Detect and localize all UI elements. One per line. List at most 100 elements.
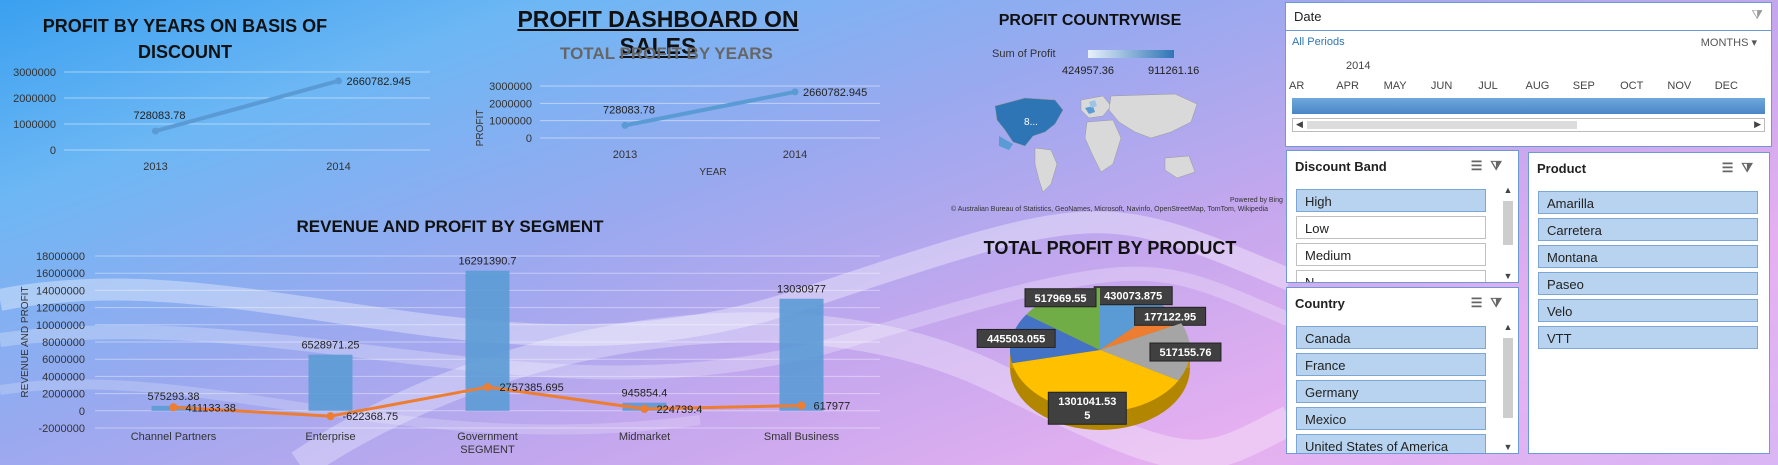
pie-data-label: 1301041.53 (1058, 396, 1116, 408)
country-slicer-header: Country ☰⧩ (1287, 288, 1518, 322)
bar-data-label: 945854.4 (622, 388, 668, 400)
y-tick-label: 2000000 (42, 389, 85, 401)
scroll-right-icon[interactable]: ▶ (1754, 119, 1761, 129)
pie-data-label: 5 (1084, 410, 1090, 422)
timeline-scrollbar[interactable]: ◀ ▶ (1292, 118, 1765, 132)
slicer-item[interactable]: Carretera (1538, 218, 1758, 241)
profit-data-label: 2757385.695 (500, 382, 564, 394)
scroll-up-icon[interactable]: ▲ (1503, 322, 1513, 332)
y-tick-label: 1000000 (489, 116, 532, 128)
timeline-month-label[interactable]: JUL (1478, 80, 1498, 92)
clear-filter-icon[interactable]: ⧩ (1490, 158, 1510, 173)
x-tick-label: Midmarket (619, 431, 670, 443)
country-scrollbar[interactable]: ▲ ▼ (1501, 322, 1515, 452)
timeline-bar[interactable] (1292, 98, 1765, 114)
y-tick-label: 4000000 (42, 371, 85, 383)
y-tick-label: 2000000 (13, 93, 56, 105)
slicer-item[interactable]: Velo (1538, 299, 1758, 322)
map-legend-gradient (1088, 50, 1174, 58)
pie-label-box (976, 328, 1056, 348)
product-slicer-header: Product ☰⧩ (1529, 153, 1769, 187)
timeline-month-label[interactable]: JUN (1430, 80, 1453, 92)
slicer-item[interactable]: Mexico (1296, 407, 1486, 430)
discount-chart-title: PROFIT BY YEARS ON BASIS OF DISCOUNT (42, 16, 328, 62)
slicer-item[interactable]: VTT (1538, 326, 1758, 349)
revenue-bar (779, 298, 824, 411)
timeline-month-label[interactable]: APR (1336, 80, 1359, 92)
slicer-item[interactable]: N (1296, 270, 1486, 282)
map-credits: © Australian Bureau of Statistics, GeoNa… (951, 206, 1269, 213)
multi-select-icon[interactable]: ☰ (1721, 160, 1742, 175)
world-map (994, 93, 1198, 193)
pie-data-label: 445503.055 (987, 333, 1045, 345)
x-tick-label: Small Business (764, 431, 840, 443)
slicer-item[interactable]: Amarilla (1538, 191, 1758, 214)
timeline-month-label[interactable]: MAY (1383, 80, 1407, 92)
timeline-month-label[interactable]: AR (1289, 80, 1305, 92)
slicer-item[interactable]: Medium (1296, 243, 1486, 266)
timeline-month-label[interactable]: OCT (1620, 80, 1644, 92)
clear-filter-icon[interactable]: ⧩ (1751, 7, 1763, 22)
y-tick-label: 12000000 (36, 303, 85, 315)
country-items: Canada France Germany Mexico United States o… (1287, 326, 1518, 453)
pie-slice (1100, 323, 1190, 381)
date-timeline-slicer[interactable]: Date ⧩ All Periods MONTHS ▾ 2014 AR APR MA… (1285, 2, 1772, 147)
discount-band-slicer[interactable]: Discount Band ☰⧩ High Low Medium N ▲ ▼ (1286, 150, 1519, 283)
multi-select-icon[interactable]: ☰ (1470, 295, 1491, 310)
profit-point (326, 412, 335, 421)
series-line (153, 78, 341, 134)
country-slicer[interactable]: Country ☰⧩ Canada France Germany Mexico Unit… (1286, 287, 1519, 454)
data-point (152, 127, 159, 135)
bar-data-label: 13030977 (777, 284, 826, 296)
slicer-item[interactable]: High (1296, 189, 1486, 212)
scroll-thumb[interactable] (1503, 201, 1513, 245)
series-line (623, 89, 797, 128)
multi-select-icon[interactable]: ☰ (1470, 158, 1491, 173)
y-tick-label: 8000000 (42, 337, 85, 349)
y-axis-title: PROFIT (475, 110, 486, 147)
time-level-dropdown[interactable]: MONTHS ▾ (1701, 36, 1757, 49)
y-axis-title: REVENUE AND PROFIT (20, 286, 31, 397)
timeline-month-label[interactable]: DEC (1714, 80, 1738, 92)
timeline-month-label[interactable]: SEP (1572, 80, 1595, 92)
y-tick-label: 3000000 (489, 81, 532, 93)
discount-scrollbar[interactable]: ▲ ▼ (1501, 185, 1515, 281)
profit-point (169, 403, 178, 412)
scroll-down-icon[interactable]: ▼ (1503, 271, 1513, 281)
slicer-item[interactable]: France (1296, 353, 1486, 376)
scroll-left-icon[interactable]: ◀ (1296, 119, 1303, 129)
y-tick-label: 6000000 (42, 354, 85, 366)
product-pie-chart: 430073.875 177122.95 517155.76 1301041.53 5 4… (976, 286, 1222, 430)
pie-label-box (1047, 391, 1127, 425)
timeline-month-label[interactable]: NOV (1667, 80, 1692, 92)
slicer-item[interactable]: Montana (1538, 245, 1758, 268)
timeline-year: 2014 (1346, 60, 1371, 72)
scroll-up-icon[interactable]: ▲ (1503, 185, 1513, 195)
slicer-item[interactable]: United States of America (1296, 434, 1486, 453)
clear-filter-icon[interactable]: ⧩ (1490, 295, 1510, 310)
slicer-item[interactable]: Low (1296, 216, 1486, 239)
clear-filter-icon[interactable]: ⧩ (1741, 160, 1761, 175)
country-map-title: PROFIT COUNTRYWISE (998, 12, 1182, 29)
date-slicer-header: Date (1294, 9, 1322, 24)
y-tick-label: 3000000 (13, 67, 56, 79)
bar-data-label: 575293.38 (148, 391, 200, 403)
y-tick-label: 16000000 (36, 268, 85, 280)
scroll-thumb[interactable] (1307, 121, 1577, 129)
scroll-down-icon[interactable]: ▼ (1503, 442, 1513, 452)
x-tick-label: 2013 (143, 161, 167, 173)
scroll-thumb[interactable] (1503, 338, 1513, 418)
slicer-item[interactable]: Canada (1296, 326, 1486, 349)
data-point (791, 88, 799, 96)
all-periods-link[interactable]: All Periods (1292, 36, 1345, 48)
product-slicer[interactable]: Product ☰⧩ Amarilla Carretera Montana Paseo… (1528, 152, 1770, 454)
segment-chart-title: REVENUE AND PROFIT BY SEGMENT (296, 217, 604, 236)
profit-point (640, 404, 649, 413)
discount-slicer-header: Discount Band ☰⧩ (1287, 151, 1518, 185)
slicer-item[interactable]: Germany (1296, 380, 1486, 403)
timeline-month-label[interactable]: AUG (1525, 80, 1550, 92)
profit-point (797, 401, 806, 410)
dashboard-title: PROFIT DASHBOARD ON SALES (517, 6, 799, 59)
slicer-item[interactable]: Paseo (1538, 272, 1758, 295)
x-axis-title: SEGMENT (460, 444, 515, 456)
